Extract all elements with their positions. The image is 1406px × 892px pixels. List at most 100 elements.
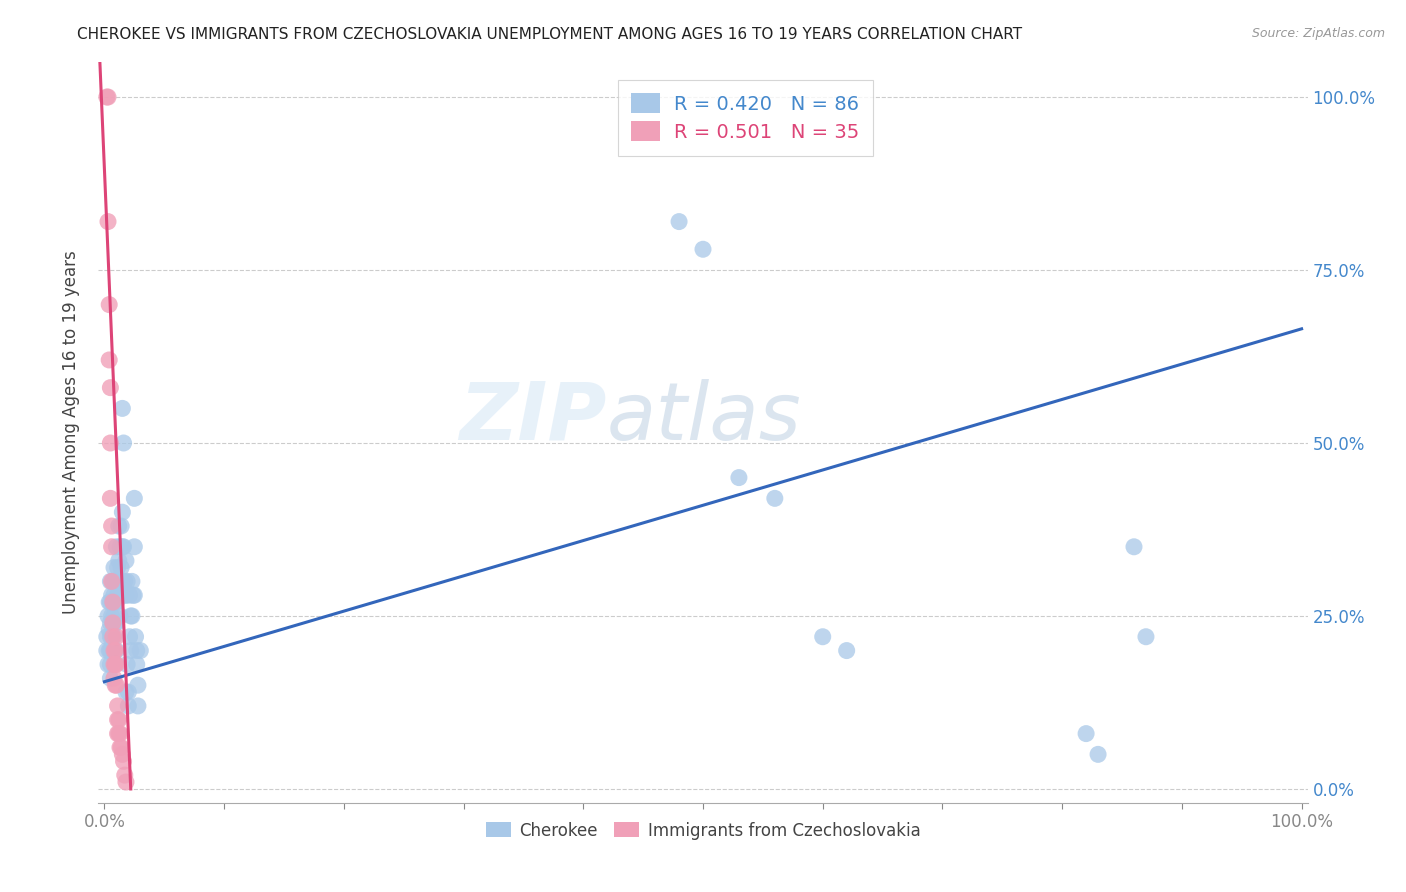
Point — [111, 574, 134, 589]
Point — [104, 574, 127, 589]
Point — [117, 698, 139, 713]
Text: atlas: atlas — [606, 379, 801, 457]
Point — [103, 609, 125, 624]
Point — [112, 754, 135, 768]
Point — [101, 595, 124, 609]
Point — [108, 726, 131, 740]
Point — [105, 657, 128, 672]
Point — [107, 588, 129, 602]
Point — [108, 740, 131, 755]
Point — [1135, 630, 1157, 644]
Point — [104, 615, 127, 630]
Point — [100, 381, 122, 395]
Point — [97, 214, 120, 228]
Point — [110, 740, 132, 755]
Point — [98, 297, 121, 311]
Point — [110, 519, 132, 533]
Point — [100, 436, 122, 450]
Point — [111, 747, 134, 762]
Point — [105, 540, 128, 554]
Point — [104, 595, 127, 609]
Point — [105, 615, 128, 630]
Point — [101, 574, 124, 589]
Point — [115, 685, 138, 699]
Point — [101, 630, 124, 644]
Point — [111, 401, 134, 416]
Point — [124, 588, 146, 602]
Point — [100, 588, 122, 602]
Point — [115, 588, 138, 602]
Point — [100, 671, 122, 685]
Point — [121, 574, 143, 589]
Point — [100, 615, 122, 630]
Point — [111, 540, 134, 554]
Point — [100, 630, 122, 644]
Point — [107, 560, 129, 574]
Point — [100, 609, 122, 624]
Point — [98, 595, 121, 609]
Point — [1087, 747, 1109, 762]
Point — [118, 630, 141, 644]
Point — [114, 574, 136, 589]
Point — [105, 678, 128, 692]
Point — [103, 643, 125, 657]
Point — [112, 540, 135, 554]
Point — [125, 657, 148, 672]
Point — [115, 574, 138, 589]
Point — [105, 643, 128, 657]
Point — [124, 491, 146, 506]
Point — [100, 657, 122, 672]
Point — [107, 554, 129, 568]
Point — [100, 630, 122, 644]
Point — [100, 519, 122, 533]
Point — [120, 609, 142, 624]
Text: ZIP: ZIP — [458, 379, 606, 457]
Point — [101, 630, 124, 644]
Point — [114, 588, 136, 602]
Point — [100, 574, 122, 589]
Point — [107, 713, 129, 727]
Text: Source: ZipAtlas.com: Source: ZipAtlas.com — [1251, 27, 1385, 40]
Point — [763, 491, 786, 506]
Point — [100, 643, 122, 657]
Point — [103, 560, 125, 574]
Point — [111, 505, 134, 519]
Y-axis label: Unemployment Among Ages 16 to 19 years: Unemployment Among Ages 16 to 19 years — [62, 251, 80, 615]
Point — [97, 90, 120, 104]
Point — [103, 630, 125, 644]
Point — [107, 588, 129, 602]
Point — [110, 560, 132, 574]
Point — [101, 615, 124, 630]
Point — [835, 643, 858, 657]
Point — [101, 595, 124, 609]
Point — [117, 685, 139, 699]
Point — [127, 678, 149, 692]
Point — [114, 768, 136, 782]
Point — [122, 588, 145, 602]
Point — [728, 470, 751, 484]
Point — [115, 657, 138, 672]
Point — [115, 554, 138, 568]
Point — [118, 588, 141, 602]
Point — [100, 595, 122, 609]
Point — [121, 609, 143, 624]
Point — [107, 698, 129, 713]
Text: CHEROKEE VS IMMIGRANTS FROM CZECHOSLOVAKIA UNEMPLOYMENT AMONG AGES 16 TO 19 YEAR: CHEROKEE VS IMMIGRANTS FROM CZECHOSLOVAK… — [77, 27, 1022, 42]
Point — [96, 643, 118, 657]
Point — [129, 643, 152, 657]
Point — [105, 630, 128, 644]
Point — [1074, 726, 1097, 740]
Point — [120, 643, 142, 657]
Point — [100, 643, 122, 657]
Point — [97, 609, 120, 624]
Point — [668, 214, 690, 228]
Point — [103, 588, 125, 602]
Point — [108, 574, 131, 589]
Point — [101, 643, 124, 657]
Point — [96, 630, 118, 644]
Point — [100, 491, 122, 506]
Point — [107, 726, 129, 740]
Point — [97, 657, 120, 672]
Point — [108, 540, 131, 554]
Point — [692, 242, 714, 256]
